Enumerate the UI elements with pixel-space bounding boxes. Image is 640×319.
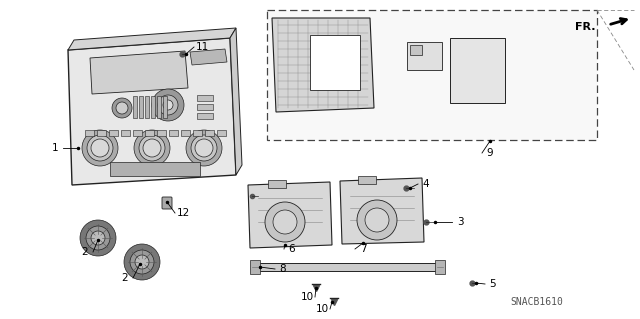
Circle shape [365,208,389,232]
Circle shape [158,95,178,115]
Polygon shape [90,51,188,94]
Text: 6: 6 [289,244,295,254]
Polygon shape [248,182,332,248]
Bar [310,35,360,90]
Circle shape [80,220,116,256]
Circle shape [112,98,132,118]
Bar [110,162,200,176]
Bar [133,96,137,118]
Text: 7: 7 [360,244,366,254]
Bar [145,96,149,118]
Bar [435,260,445,274]
Circle shape [357,200,397,240]
Polygon shape [68,38,236,185]
Bar [139,96,143,118]
Circle shape [91,139,109,157]
Circle shape [130,250,154,274]
Bar [169,130,178,136]
Text: 9: 9 [486,148,493,158]
Bar [407,42,442,70]
Bar [358,176,376,184]
Text: 10: 10 [300,292,314,302]
Circle shape [273,210,297,234]
Text: 2: 2 [82,247,88,257]
Text: 4: 4 [422,179,429,189]
Circle shape [82,130,118,166]
Bar [163,96,167,118]
Bar [258,263,438,271]
Circle shape [265,202,305,242]
Circle shape [163,100,173,110]
Circle shape [87,135,113,161]
Bar [268,180,286,188]
Circle shape [191,135,217,161]
Bar [197,104,213,110]
Circle shape [134,130,170,166]
Text: 3: 3 [457,217,463,227]
Text: SNACB1610: SNACB1610 [510,297,563,307]
Text: FR.: FR. [575,22,595,32]
Text: 11: 11 [195,42,209,52]
Bar [197,95,213,101]
Polygon shape [230,28,242,175]
Bar [267,10,597,140]
Text: 12: 12 [177,208,189,218]
Text: 8: 8 [280,264,286,274]
Bar [217,130,226,136]
Bar [109,130,118,136]
Polygon shape [190,49,227,65]
Bar [157,96,161,118]
Text: 1: 1 [52,143,58,153]
Bar [157,130,166,136]
Circle shape [143,139,161,157]
Circle shape [195,139,213,157]
Bar [121,130,130,136]
FancyBboxPatch shape [162,197,172,209]
Circle shape [135,255,149,269]
Circle shape [116,102,128,114]
Polygon shape [340,178,424,244]
Bar [197,113,213,119]
Bar [250,260,260,274]
Bar [97,130,106,136]
Bar [450,38,505,103]
Circle shape [186,130,222,166]
Circle shape [86,226,110,250]
Polygon shape [272,18,374,112]
Circle shape [91,231,105,245]
Bar [193,130,202,136]
Bar [145,130,154,136]
Bar [410,45,422,55]
Text: 10: 10 [316,304,328,314]
Bar [205,130,214,136]
Bar [181,130,190,136]
Bar [151,96,155,118]
Circle shape [152,89,184,121]
Circle shape [139,135,165,161]
Polygon shape [68,28,236,50]
Bar [85,130,94,136]
Text: 5: 5 [490,279,496,289]
Text: 2: 2 [122,273,128,283]
Bar [133,130,142,136]
Circle shape [124,244,160,280]
